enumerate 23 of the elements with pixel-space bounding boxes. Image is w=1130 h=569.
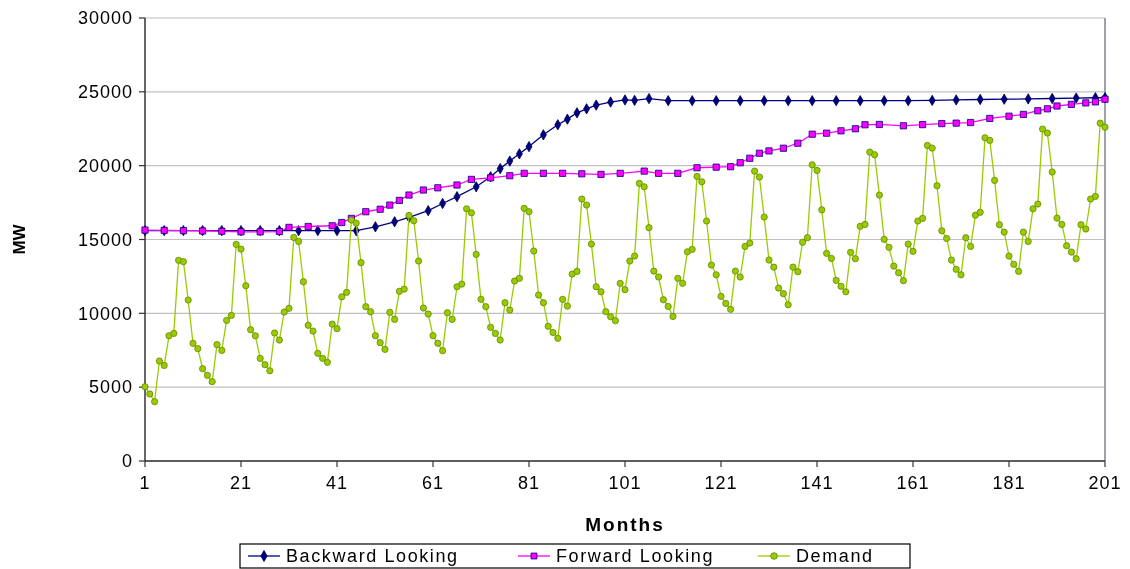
y-tick-label: 10000 xyxy=(77,303,133,324)
x-tick-label: 161 xyxy=(896,473,930,493)
x-tick-label: 41 xyxy=(325,473,349,493)
legend-label: Backward Looking xyxy=(286,546,459,567)
x-tick-label: 101 xyxy=(608,473,642,493)
x-tick-label: 61 xyxy=(421,473,445,493)
legend-label: Forward Looking xyxy=(556,546,715,567)
x-tick-label: 181 xyxy=(992,473,1026,493)
x-tick-label: 1 xyxy=(139,473,151,493)
y-axis-title: MW xyxy=(10,223,29,255)
y-tick-label: 5000 xyxy=(88,377,133,398)
y-tick-label: 20000 xyxy=(77,155,133,176)
x-axis-title: Months xyxy=(585,514,665,535)
y-tick-label: 25000 xyxy=(77,82,133,103)
legend-label: Demand xyxy=(796,546,874,567)
x-tick-label: 121 xyxy=(704,473,738,493)
y-tick-label: 0 xyxy=(121,451,133,472)
y-tick-label: 15000 xyxy=(77,229,133,250)
x-tick-label: 141 xyxy=(800,473,834,493)
x-tick-label: 201 xyxy=(1088,473,1122,493)
x-tick-label: 21 xyxy=(229,473,253,493)
y-tick-label: 30000 xyxy=(77,8,133,29)
x-tick-label: 81 xyxy=(517,473,541,493)
